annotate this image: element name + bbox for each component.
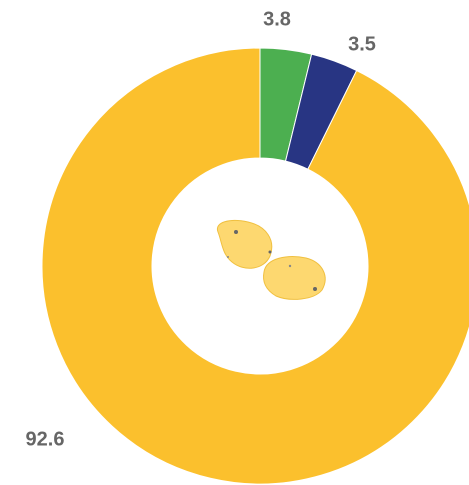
data-label: 92.6 — [26, 428, 65, 450]
chart: 3.8 3.5 92.6 — [0, 0, 469, 485]
potato-icon — [217, 220, 325, 299]
data-label: 3.8 — [263, 8, 291, 30]
page: 3.83.592.6 (() => { const data = JSON.pa… — [0, 0, 469, 485]
data-label: 3.5 — [348, 33, 376, 55]
